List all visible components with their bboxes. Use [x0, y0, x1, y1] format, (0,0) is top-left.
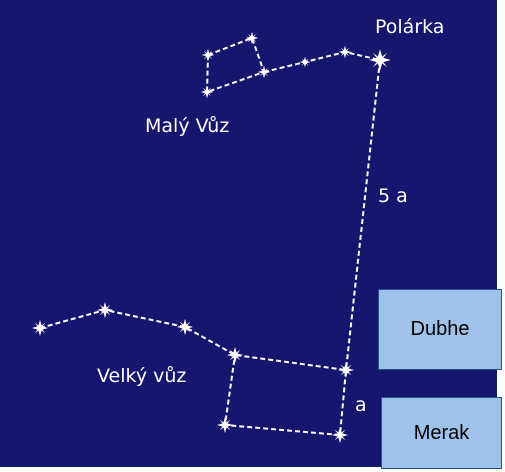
box-dubhe: Dubhe — [378, 289, 502, 370]
label-polaris: Polárka — [375, 16, 444, 38]
box-merak: Merak — [381, 397, 502, 469]
label-big-dipper: Velký vůz — [97, 365, 186, 387]
label-unit: a — [355, 394, 367, 416]
big-dipper-lines — [39, 308, 348, 437]
label-little-dipper: Malý Vůz — [145, 115, 229, 137]
label-distance: 5 a — [378, 185, 408, 207]
pointer-line — [345, 59, 381, 371]
